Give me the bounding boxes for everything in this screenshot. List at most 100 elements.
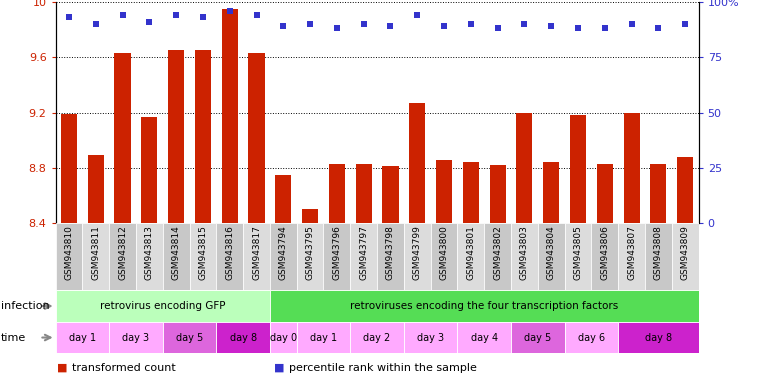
Point [116,12,129,18]
Bar [404,322,457,353]
Text: GSM943803: GSM943803 [520,225,529,280]
Text: day 4: day 4 [471,333,498,343]
Bar [350,223,377,290]
Point [599,25,611,31]
Text: GSM943807: GSM943807 [627,225,636,280]
Bar [511,322,565,353]
Bar [221,9,237,223]
Bar [56,322,109,353]
Bar [61,114,77,223]
Bar [109,223,136,290]
Point [143,19,155,25]
Text: infection: infection [1,301,49,311]
Point [438,23,451,29]
Point [250,12,263,18]
Bar [409,103,425,223]
Text: ■: ■ [274,362,288,373]
Text: transformed count: transformed count [72,362,176,373]
Bar [275,175,291,223]
Bar [383,166,399,223]
Point [492,25,504,31]
Bar [248,53,265,223]
Text: retroviruses encoding the four transcription factors: retroviruses encoding the four transcrip… [350,301,619,311]
Bar [297,223,323,290]
Text: GSM943796: GSM943796 [333,225,342,280]
Bar [142,117,158,223]
Point [679,21,691,27]
Bar [623,113,640,223]
Bar [484,223,511,290]
Point [224,8,236,14]
Text: day 0: day 0 [269,333,297,343]
Bar [350,322,404,353]
Point [626,21,638,27]
Bar [517,113,533,223]
Bar [543,162,559,223]
Point [572,25,584,31]
Text: day 2: day 2 [364,333,390,343]
Bar [618,322,699,353]
Text: GSM943809: GSM943809 [680,225,689,280]
Text: GSM943811: GSM943811 [91,225,100,280]
Point [518,21,530,27]
Point [411,12,423,18]
Bar [82,223,109,290]
Bar [489,165,506,223]
Bar [163,322,216,353]
Text: GSM943801: GSM943801 [466,225,476,280]
Bar [56,290,270,322]
Bar [270,290,699,322]
Bar [109,322,163,353]
Point [170,12,182,18]
Bar [431,223,457,290]
Bar [463,162,479,223]
Text: day 1: day 1 [310,333,337,343]
Text: GSM943812: GSM943812 [118,225,127,280]
Text: GSM943814: GSM943814 [172,225,180,280]
Bar [297,322,350,353]
Text: day 6: day 6 [578,333,605,343]
Text: GSM943808: GSM943808 [654,225,663,280]
Point [90,21,102,27]
Text: day 8: day 8 [230,333,256,343]
Bar [436,159,452,223]
Bar [377,223,404,290]
Bar [243,223,270,290]
Point [652,25,664,31]
Point [384,23,396,29]
Bar [457,223,484,290]
Bar [404,223,431,290]
Bar [355,164,371,223]
Bar [565,322,618,353]
Text: day 1: day 1 [68,333,96,343]
Bar [189,223,216,290]
Bar [163,223,189,290]
Text: GSM943816: GSM943816 [225,225,234,280]
Bar [570,115,586,223]
Bar [88,156,103,223]
Text: GSM943806: GSM943806 [600,225,610,280]
Bar [270,322,297,353]
Bar [270,223,297,290]
Bar [672,223,699,290]
Bar [618,223,645,290]
Point [197,14,209,20]
Bar [677,157,693,223]
Bar [645,223,672,290]
Bar [651,164,667,223]
Point [465,21,477,27]
Bar [168,50,184,223]
Text: GSM943797: GSM943797 [359,225,368,280]
Bar [591,223,618,290]
Text: retrovirus encoding GFP: retrovirus encoding GFP [100,301,225,311]
Point [331,25,343,31]
Text: day 3: day 3 [417,333,444,343]
Bar [457,322,511,353]
Text: ■: ■ [57,362,71,373]
Text: GSM943798: GSM943798 [386,225,395,280]
Bar [56,223,82,290]
Text: GSM943799: GSM943799 [412,225,422,280]
Text: GSM943804: GSM943804 [546,225,556,280]
Point [358,21,370,27]
Bar [136,223,163,290]
